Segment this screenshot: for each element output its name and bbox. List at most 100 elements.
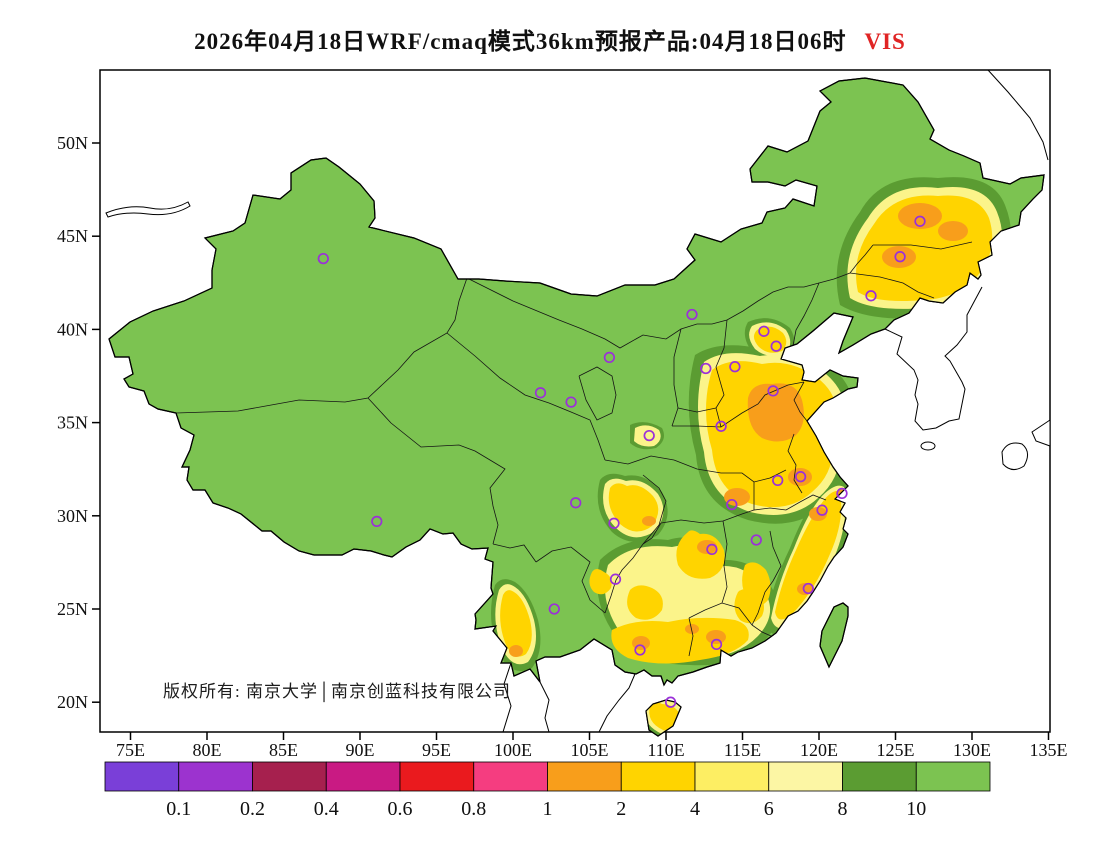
korea-coastline <box>884 286 983 431</box>
legend-swatch <box>620 761 696 792</box>
contour-patch <box>649 702 680 731</box>
city-marker <box>715 420 727 432</box>
lon-tick-label: 85E <box>269 740 298 760</box>
contour-patch <box>642 516 656 526</box>
contour-patch <box>753 326 787 353</box>
legend-swatch <box>399 761 475 792</box>
contour-level-1-2 <box>509 203 968 657</box>
lake-balkhash <box>105 201 191 218</box>
city-marker <box>865 290 877 302</box>
province-line <box>672 381 805 428</box>
contour-patch <box>742 562 771 606</box>
legend-swatch <box>915 761 991 792</box>
city-marker <box>700 362 712 375</box>
lat-tick-label: 50N <box>57 133 88 153</box>
contour-patch <box>634 425 661 447</box>
province-line <box>793 381 808 422</box>
lon-tick-label: 115E <box>724 740 761 760</box>
lon-tick-label: 130E <box>953 740 991 760</box>
legend-label: 0.8 <box>461 798 486 820</box>
legend-colorbar: 0.1 0.2 0.4 0.6 0.8 1 2 4 6 8 10 <box>104 761 991 820</box>
taiwan-outline-stroke <box>819 602 849 669</box>
province-line <box>751 624 772 637</box>
laos-border <box>502 662 512 733</box>
city-marker <box>317 252 329 265</box>
contour-patch <box>509 645 523 657</box>
lon-tick-label: 120E <box>800 740 838 760</box>
myanmar-border <box>539 681 550 733</box>
city-marker <box>634 644 646 656</box>
lat-tick-label: 20N <box>57 692 88 712</box>
lon-tick-label: 80E <box>193 740 222 760</box>
province-line <box>688 617 694 657</box>
visibility-contours <box>491 177 1012 736</box>
contour-patch <box>775 491 842 620</box>
province-line <box>677 407 717 413</box>
contour-patch <box>500 590 532 657</box>
lat-tick-label: 40N <box>57 319 88 339</box>
national-outline <box>108 77 1045 737</box>
contour-patch <box>685 624 699 634</box>
province-line <box>753 482 787 511</box>
contour-patch <box>632 636 650 650</box>
contour-patch <box>797 583 813 595</box>
legend-label: 2 <box>616 798 626 820</box>
city-marker <box>836 487 848 500</box>
legend-swatch <box>104 761 180 792</box>
vietnam-coastline <box>598 673 636 733</box>
province-line <box>660 509 755 524</box>
city-marker <box>802 582 814 595</box>
province-line <box>578 366 617 421</box>
japan-island-honshu <box>1031 419 1051 447</box>
contour-patch <box>788 468 812 486</box>
figure-title: 2026年04月18日WRF/cmaq模式36km预报产品:04月18日06时 … <box>0 22 1100 56</box>
legend-label: 0.1 <box>166 798 191 820</box>
china-landmass <box>108 77 1045 737</box>
city-marker <box>816 504 828 516</box>
lon-tick-label: 75E <box>116 740 145 760</box>
province-line <box>604 455 675 465</box>
province-line <box>642 522 662 545</box>
city-marker <box>914 215 926 227</box>
legend-label: 6 <box>764 798 774 820</box>
city-marker <box>750 534 762 546</box>
contour-patch <box>724 488 750 506</box>
copyright-text: 版权所有: 南京大学│南京创蓝科技有限公司 <box>163 681 511 703</box>
hainan-outline-stroke <box>645 699 682 737</box>
jeju-island <box>920 441 936 451</box>
lat-tick-label: 30N <box>57 506 88 526</box>
legend-label: 0.2 <box>240 798 265 820</box>
city-marker <box>729 361 741 373</box>
province-line <box>849 272 935 299</box>
city-marker <box>570 497 582 509</box>
contour-patch <box>706 630 726 644</box>
lon-tick-label: 135E <box>1030 740 1068 760</box>
china-outline-stroke <box>108 77 1045 687</box>
city-marker <box>772 474 784 487</box>
legend-swatch <box>768 761 843 792</box>
legend-label: 4 <box>690 798 700 820</box>
neighbor-coastlines <box>105 69 1051 733</box>
contour-patch <box>747 383 804 442</box>
province-line <box>787 433 803 494</box>
lat-tick-label: 35N <box>57 413 88 433</box>
city-marker <box>706 543 718 556</box>
city-marker <box>371 515 383 528</box>
city-marker <box>758 325 770 337</box>
russia-coastline <box>987 69 1049 161</box>
legend-swatch <box>694 761 770 792</box>
province-line <box>367 397 506 545</box>
city-marker <box>664 696 677 708</box>
province-line <box>785 494 827 511</box>
city-marker <box>770 340 782 352</box>
legend-swatch <box>178 761 253 792</box>
city-marker <box>565 396 577 408</box>
lon-tick-label: 100E <box>494 740 532 760</box>
legend-label: 0.6 <box>388 798 413 820</box>
plot-frame <box>99 69 1051 733</box>
city-marker <box>726 498 738 511</box>
province-line <box>873 241 973 250</box>
contour-patch <box>627 585 663 620</box>
city-marker <box>548 603 560 615</box>
